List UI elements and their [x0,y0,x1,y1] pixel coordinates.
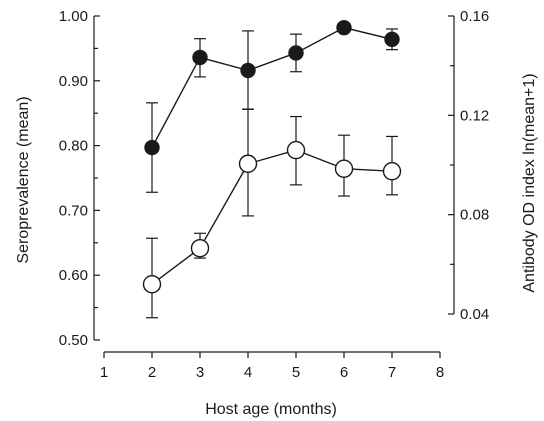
data-point-filled [288,45,304,61]
y-tick-label-left: 1.00 [59,8,88,25]
data-point-open [190,238,210,258]
y-tick-label-right: 0.12 [460,107,489,124]
x-tick-label: 3 [196,364,204,381]
y-tick-label-left: 0.90 [59,73,88,90]
data-point-open [382,162,402,181]
y-tick-label-right: 0.04 [460,306,489,323]
x-axis-title: Host age (months) [205,401,337,418]
y-axis-title-left: Seroprevalence (mean) [15,96,32,263]
data-point-filled [384,31,400,48]
plot-marks [142,19,402,319]
series-line-filled [151,26,393,148]
y-tick-label-right: 0.16 [460,8,489,25]
y-tick-label-left: 0.70 [59,202,88,219]
data-point-filled [144,139,160,156]
data-point-open [238,154,258,173]
y-tick-label-left: 0.60 [59,267,88,284]
x-tick-label: 6 [340,364,348,381]
x-tick-label: 8 [436,364,444,381]
y-axis-title-right: Antibody OD index ln(mean+1) [521,73,538,292]
x-tick-label: 5 [292,364,300,381]
y-tick-label-left: 0.50 [59,332,88,349]
data-point-open [334,159,354,178]
x-tick-label: 4 [244,364,252,381]
data-point-open [286,140,306,160]
series-line-open [151,149,393,285]
data-point-filled [192,49,208,66]
x-tick-label: 7 [388,364,396,381]
x-tick-label: 2 [148,364,156,381]
axes: 1 2 3 4 5 6 7 8 0.50 0.60 0.70 0.80 0.90 1.00 0.04 0.08… [59,8,489,381]
data-point-filled [336,19,352,36]
x-tick-label: 1 [100,364,108,381]
y-tick-label-right: 0.08 [460,207,489,224]
y-tick-label-left: 0.80 [59,138,88,155]
data-point-open [142,275,162,294]
data-point-filled [240,62,256,79]
